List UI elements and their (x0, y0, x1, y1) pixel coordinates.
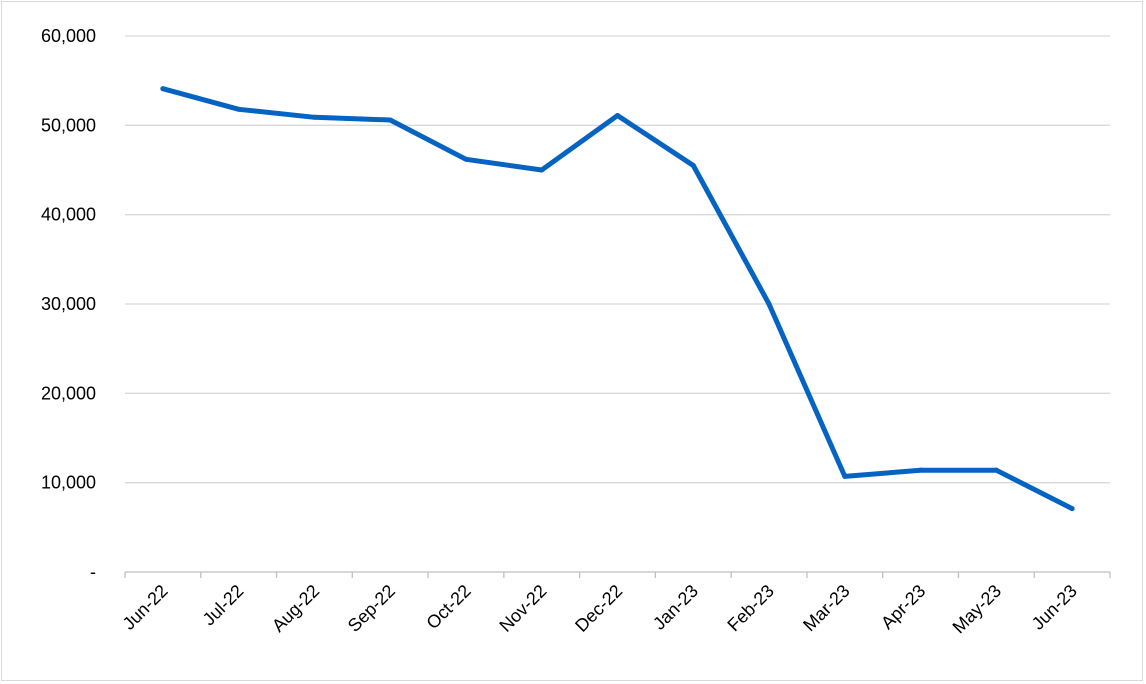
x-axis-tick-labels: Jun-22 Jul-22 Aug-22 Sep-22 Oct-22 Nov-22 Dec-… (119, 581, 1081, 638)
x-tick-label: Jun-23 (1028, 581, 1081, 634)
data-point (918, 467, 924, 473)
data-point (539, 167, 545, 173)
x-tick-label: Apr-23 (877, 581, 929, 633)
data-point (842, 473, 848, 479)
y-tick-label: 40,000 (41, 205, 96, 225)
y-tick-label: 20,000 (41, 383, 96, 403)
series-layer (160, 86, 1075, 512)
y-tick-label: 50,000 (41, 115, 96, 135)
x-tick-label: Feb-23 (723, 581, 777, 635)
data-point (766, 301, 772, 307)
x-tick-label: Oct-22 (422, 581, 474, 633)
y-tick-label: - (90, 562, 96, 582)
data-point (993, 467, 999, 473)
x-tick-label: Jan-23 (649, 581, 702, 634)
data-point (690, 163, 696, 169)
x-tick-label: Dec-22 (571, 581, 626, 636)
data-point (463, 156, 469, 162)
series-line-0 (160, 86, 1075, 512)
data-point (160, 86, 166, 92)
gridlines (125, 35, 1110, 484)
data-point (1069, 506, 1075, 512)
x-tick-label: May-23 (949, 581, 1006, 638)
data-point (387, 117, 393, 123)
y-tick-label: 30,000 (41, 294, 96, 314)
x-axis (124, 571, 1111, 578)
y-axis-tick-labels: - 10,000 20,000 30,000 40,000 50,000 60,000 (41, 26, 96, 582)
data-point (311, 114, 317, 120)
x-tick-label: Jul-22 (199, 581, 248, 630)
x-tick-label: Jun-22 (119, 581, 172, 634)
y-tick-label: 60,000 (41, 26, 96, 46)
data-point (236, 106, 242, 112)
x-tick-label: Sep-22 (344, 581, 399, 636)
data-point (615, 113, 620, 119)
x-tick-label: Aug-22 (268, 581, 323, 636)
x-tick-label: Mar-23 (799, 581, 853, 635)
x-tick-label: Nov-22 (495, 581, 550, 636)
y-tick-label: 10,000 (41, 473, 96, 493)
